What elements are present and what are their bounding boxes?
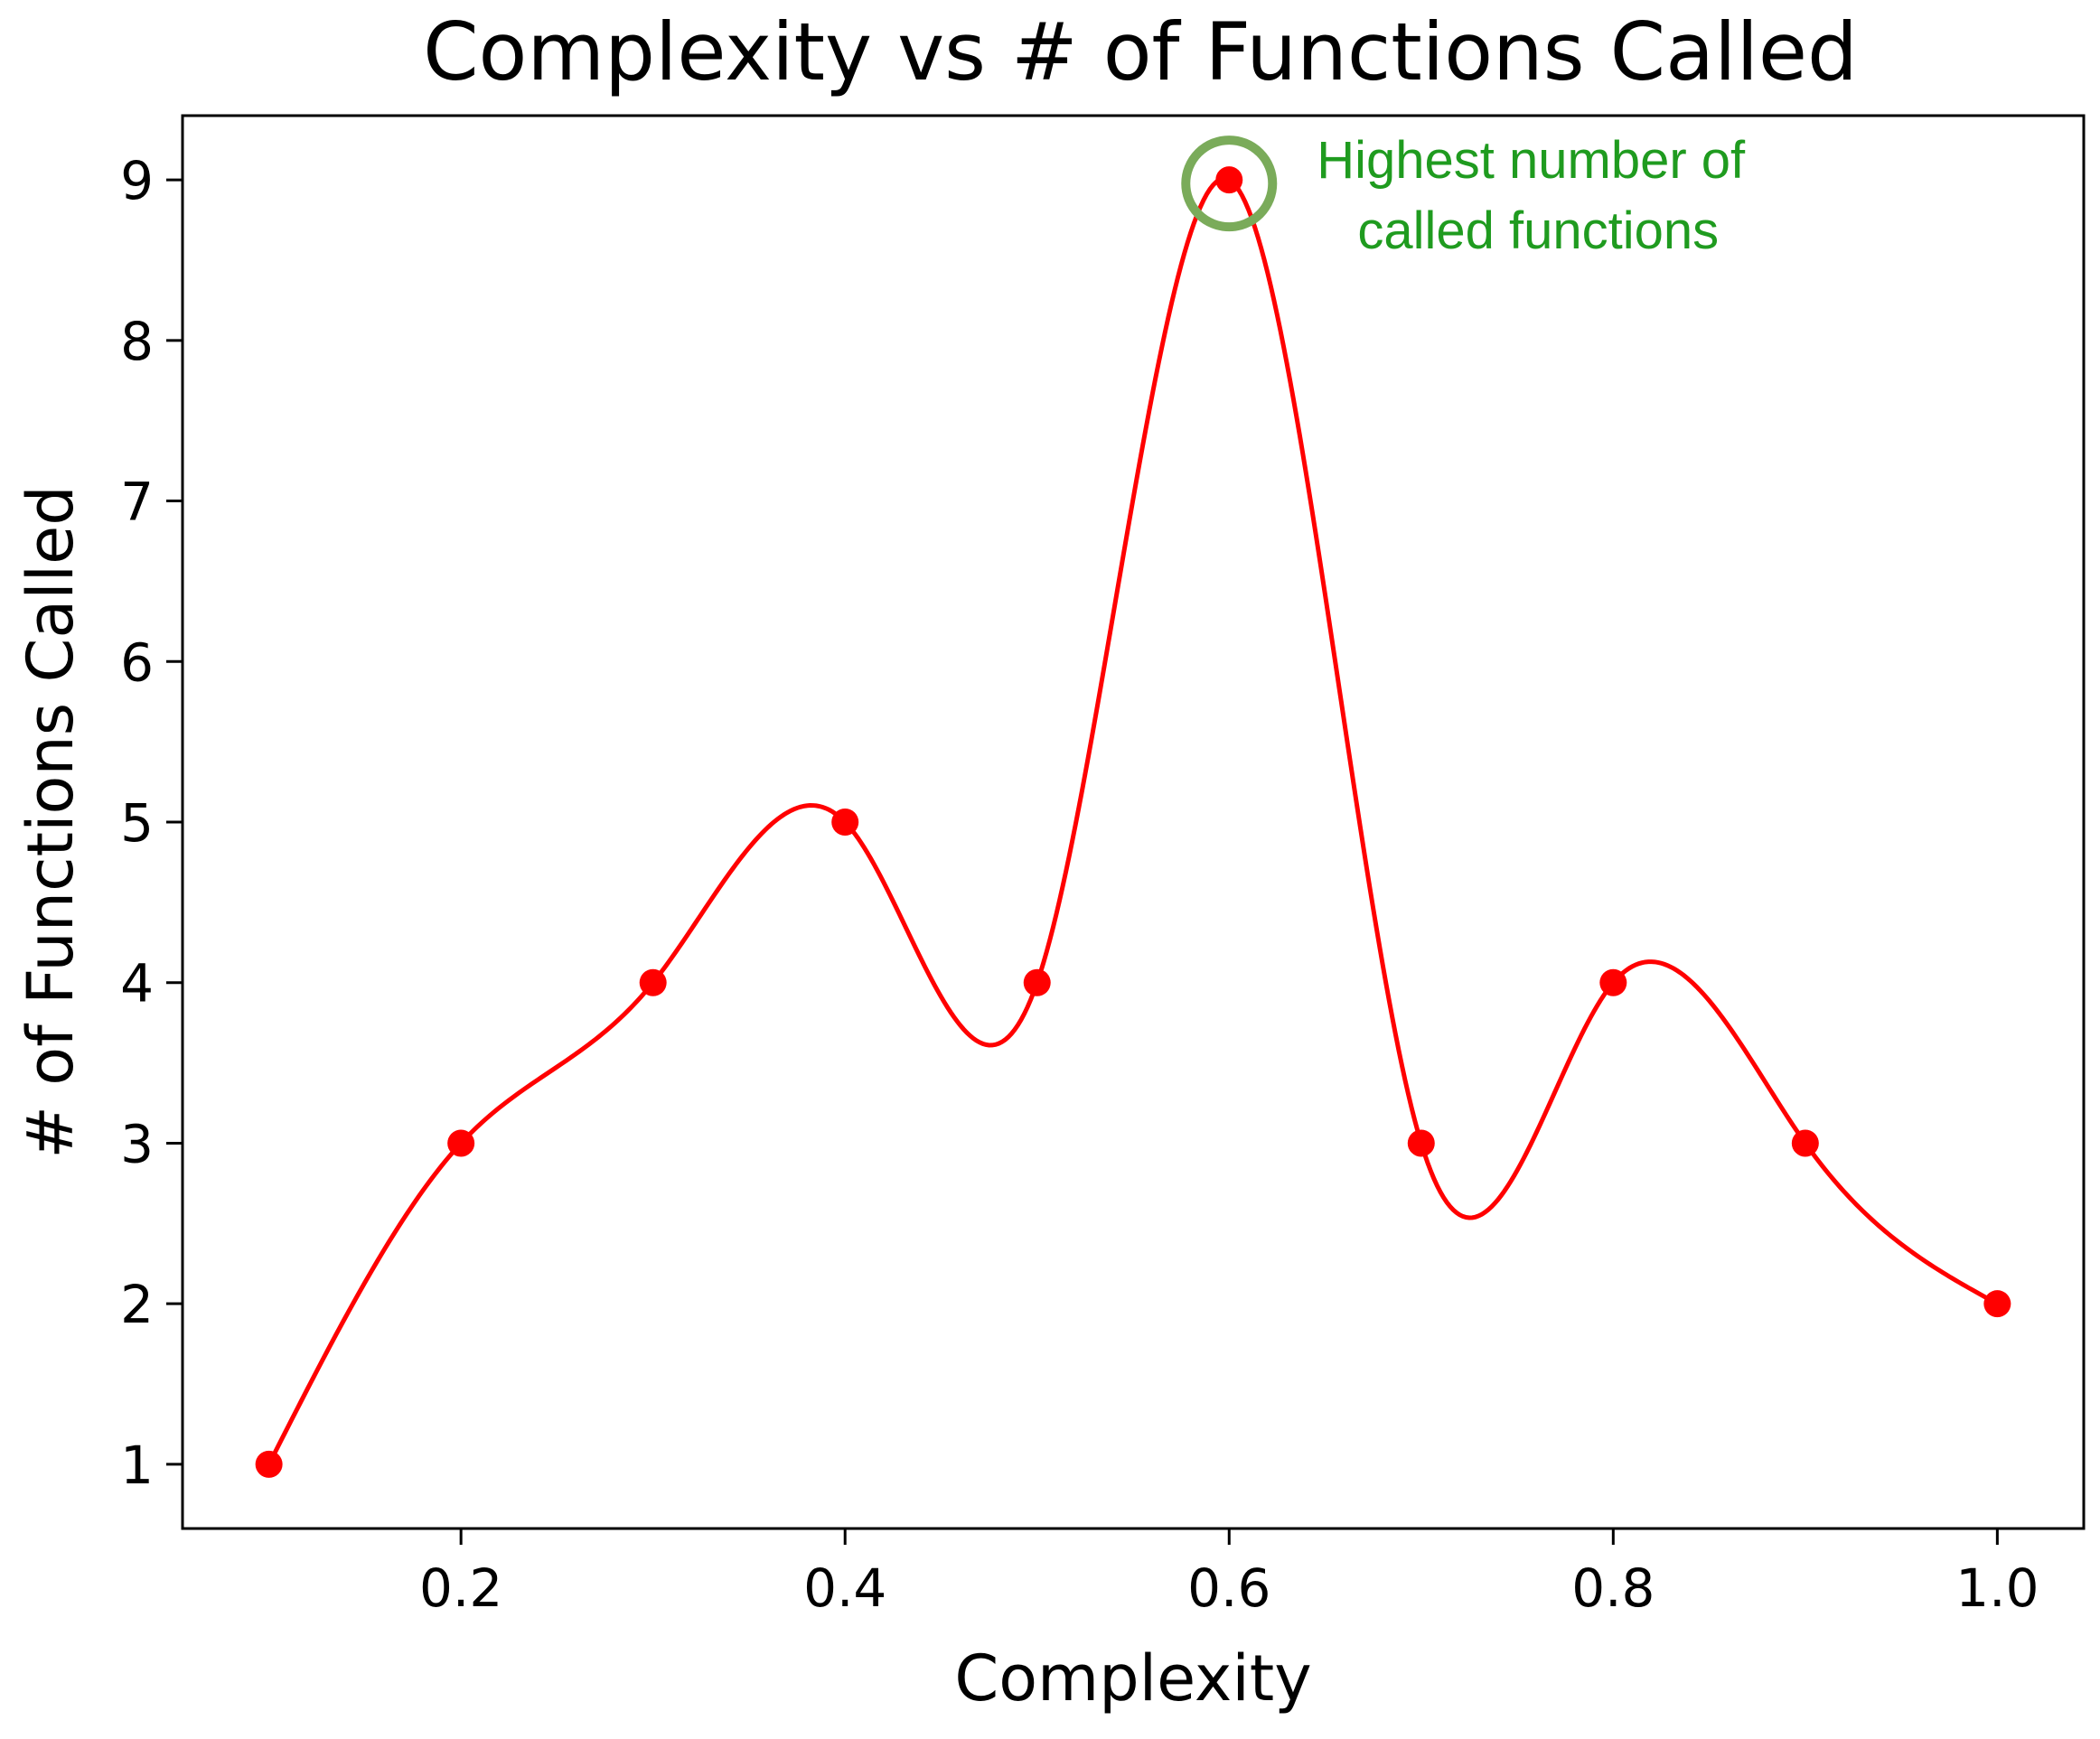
y-tick-label: 5 <box>120 792 154 854</box>
data-point <box>1791 1129 1819 1157</box>
y-tick-label: 6 <box>120 631 154 693</box>
y-tick-label: 9 <box>120 150 154 211</box>
data-point <box>1023 968 1051 996</box>
y-tick-label: 4 <box>120 953 154 1014</box>
x-tick-label: 0.2 <box>419 1557 502 1619</box>
y-axis-label: # of Functions Called <box>14 485 88 1158</box>
data-point <box>831 809 859 836</box>
data-point <box>1599 968 1627 996</box>
x-tick-label: 0.8 <box>1571 1557 1655 1619</box>
series-line <box>267 176 1999 1466</box>
data-point <box>1983 1290 2011 1318</box>
y-tick-label: 1 <box>120 1435 154 1496</box>
x-tick-label: 0.6 <box>1187 1557 1270 1619</box>
annotation-line-1: Highest number of <box>1317 131 1746 190</box>
x-tick-label: 1.0 <box>1955 1557 2039 1619</box>
data-point <box>639 968 667 996</box>
chart-title: Complexity vs # of Functions Called <box>423 5 1858 98</box>
data-point <box>1407 1129 1435 1157</box>
series-points <box>255 166 2011 1478</box>
y-axis-ticks: 1 2 3 4 5 6 7 8 9 <box>120 150 183 1496</box>
x-tick-label: 0.4 <box>803 1557 886 1619</box>
plot-frame <box>181 114 2086 1530</box>
data-point <box>255 1450 283 1478</box>
y-tick-label: 8 <box>120 311 154 372</box>
y-tick-label: 3 <box>120 1113 154 1174</box>
annotation-line-2: called functions <box>1357 201 1719 260</box>
x-axis-label: Complexity <box>954 1641 1311 1716</box>
data-point <box>1215 166 1243 194</box>
data-point <box>447 1129 475 1157</box>
annotation-text: Highest number of called functions <box>1317 131 1759 260</box>
x-axis-ticks: 0.2 0.4 0.6 0.8 1.0 <box>419 1529 2039 1619</box>
annotation-circle <box>1181 136 1278 232</box>
y-tick-label: 7 <box>120 472 154 533</box>
y-tick-label: 2 <box>120 1274 154 1335</box>
